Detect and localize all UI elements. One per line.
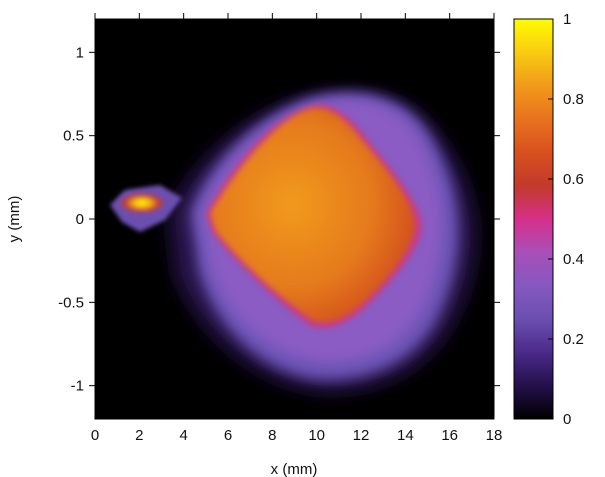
colorbar-tick-label: 0.8 <box>563 91 584 108</box>
colorbar-tick-label: 0 <box>563 411 571 428</box>
colorbar-tick-label: 0.2 <box>563 331 584 348</box>
x-tick-label: 8 <box>268 427 276 444</box>
heatmap-field <box>110 90 477 393</box>
y-tick-label: -0.5 <box>58 294 84 311</box>
x-tick-label: 16 <box>441 427 458 444</box>
colorbar-tick-label: 0.6 <box>563 171 584 188</box>
x-tick-label: 0 <box>91 427 99 444</box>
x-tick-label: 2 <box>135 427 143 444</box>
x-tick-label: 12 <box>353 427 370 444</box>
x-tick-label: 10 <box>308 427 325 444</box>
x-axis-label: x (mm) <box>271 461 318 477</box>
x-tick-label: 6 <box>224 427 232 444</box>
x-tick-label: 4 <box>179 427 187 444</box>
small-spot-core <box>118 192 166 214</box>
x-tick-label: 14 <box>397 427 414 444</box>
colorbar-tick-label: 1 <box>563 11 571 28</box>
y-tick-label: 0.5 <box>63 128 84 145</box>
y-axis: -1 -0.5 0 0.5 1 <box>58 44 500 395</box>
x-axis: 0 2 4 6 8 10 12 14 16 18 <box>91 13 503 444</box>
colorbar-axis: 0 0.2 0.4 0.6 0.8 1 <box>548 11 584 428</box>
y-tick-label: -1 <box>71 378 84 395</box>
y-tick-label: 0 <box>76 211 84 228</box>
colorbar-tick-label: 0.4 <box>563 251 584 268</box>
x-tick-label: 18 <box>486 427 503 444</box>
colorbar <box>513 18 554 420</box>
y-tick-label: 1 <box>76 44 84 61</box>
y-axis-label: y (mm) <box>6 196 23 243</box>
main-spot-core <box>210 107 416 323</box>
